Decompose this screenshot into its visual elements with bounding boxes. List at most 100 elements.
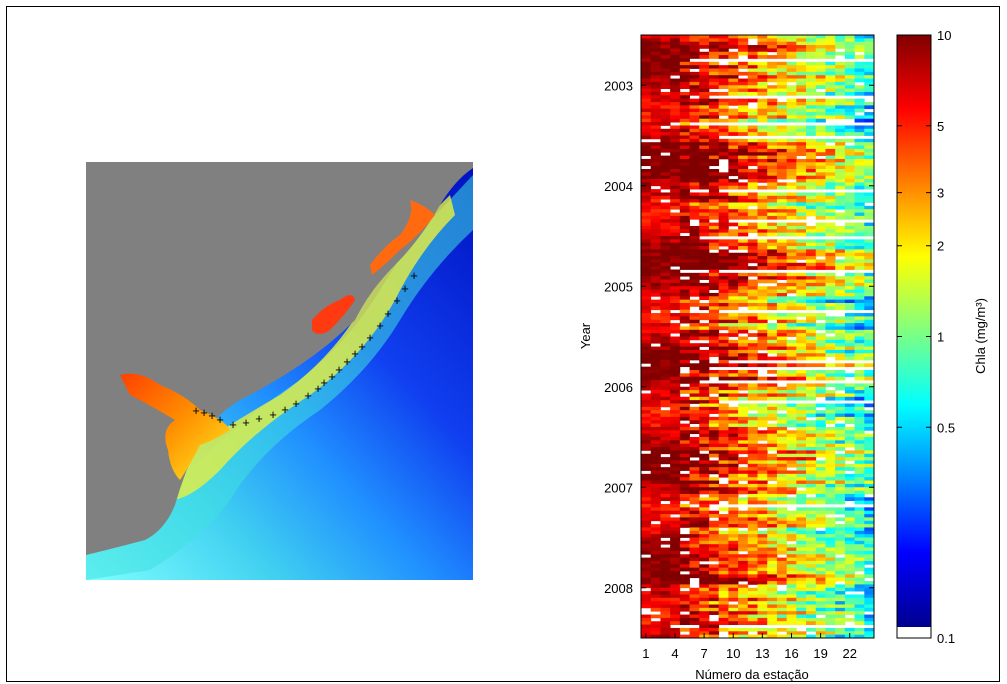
heatmap-cell xyxy=(825,229,836,234)
heatmap-cell xyxy=(854,500,865,505)
heatmap-cell xyxy=(864,473,875,478)
heatmap-cell xyxy=(815,544,826,548)
heatmap-cell xyxy=(844,323,855,327)
heatmap-cell xyxy=(854,597,865,602)
heatmap-cell xyxy=(776,339,788,344)
heatmap-cell xyxy=(776,38,788,43)
heatmap-cell xyxy=(767,195,778,200)
heatmap-cell xyxy=(747,98,758,103)
heatmap-cell xyxy=(747,473,758,478)
heatmap-cell xyxy=(660,192,671,197)
heatmap-cell xyxy=(670,91,681,96)
heatmap-cell xyxy=(776,202,788,207)
heatmap-cell xyxy=(767,560,778,565)
heatmap-cell xyxy=(835,349,846,354)
heatmap-cell xyxy=(650,98,661,103)
heatmap-cell xyxy=(767,370,778,374)
heatmap-cell xyxy=(641,105,652,110)
heatmap-cell xyxy=(864,353,875,357)
heatmap-cell xyxy=(786,286,797,290)
heatmap-cell xyxy=(835,497,846,502)
heatmap-cell xyxy=(864,299,875,304)
heatmap-cell xyxy=(854,393,865,398)
heatmap-cell xyxy=(767,376,778,381)
heatmap-cell xyxy=(650,189,661,193)
heatmap-cell xyxy=(670,527,681,532)
heatmap-cell xyxy=(708,416,720,421)
heatmap-cell xyxy=(670,457,681,461)
heatmap-cell xyxy=(699,313,710,317)
heatmap-cell xyxy=(806,142,817,146)
heatmap-cell xyxy=(786,249,797,254)
heatmap-cell xyxy=(825,232,836,237)
heatmap-cell xyxy=(757,145,768,150)
heatmap-cell xyxy=(844,266,855,270)
heatmap-cell xyxy=(806,292,817,297)
heatmap-cell xyxy=(689,165,700,170)
heatmap-cell xyxy=(835,35,846,39)
heatmap-cell xyxy=(835,604,846,609)
heatmap-cell xyxy=(864,524,875,528)
colorbar-label: Chla (mg/m³) xyxy=(973,298,988,374)
heatmap-cell xyxy=(689,172,700,177)
heatmap-cell xyxy=(825,517,836,522)
heatmap-cell xyxy=(757,252,768,257)
heatmap-cell xyxy=(844,61,855,66)
heatmap-cell xyxy=(864,346,875,351)
heatmap-cell xyxy=(728,55,739,59)
heatmap-cell xyxy=(670,252,681,257)
heatmap-cell xyxy=(825,45,836,49)
chlorophyll-plume xyxy=(160,195,455,500)
heatmap-cell xyxy=(718,604,729,609)
heatmap-cell xyxy=(747,430,758,435)
heatmap-cell xyxy=(660,614,671,619)
heatmap-cell xyxy=(815,266,826,270)
heatmap-cell xyxy=(854,370,865,374)
heatmap-cell xyxy=(718,199,729,203)
heatmap-cell xyxy=(641,621,652,625)
heatmap-cell xyxy=(641,577,652,582)
heatmap-cell xyxy=(776,473,788,478)
heatmap-cell xyxy=(738,336,749,341)
heatmap-cell xyxy=(815,440,826,445)
heatmap-cell xyxy=(689,326,700,331)
heatmap-cell xyxy=(854,185,865,190)
heatmap-cell xyxy=(815,252,826,257)
heatmap-cell xyxy=(650,232,661,237)
heatmap-cell xyxy=(670,329,681,334)
heatmap-cell xyxy=(854,272,865,277)
heatmap-cell xyxy=(835,148,846,153)
heatmap-cell xyxy=(825,617,836,622)
heatmap-cell xyxy=(660,229,671,234)
heatmap-cell xyxy=(757,339,768,344)
heatmap-cell xyxy=(728,212,739,217)
heatmap-cell xyxy=(728,443,739,448)
heatmap-cell xyxy=(844,185,855,190)
heatmap-cell xyxy=(699,102,710,106)
heatmap-cell xyxy=(670,363,681,368)
heatmap-cell xyxy=(776,55,788,59)
heatmap-cell xyxy=(844,138,855,143)
heatmap-cell xyxy=(699,215,710,220)
heatmap-cell xyxy=(815,607,826,612)
heatmap-cell xyxy=(776,313,788,317)
heatmap-cell xyxy=(708,544,720,548)
heatmap-cell xyxy=(815,450,826,455)
heatmap-cell xyxy=(699,316,710,321)
heatmap-cell xyxy=(806,259,817,264)
heatmap-cell xyxy=(718,142,729,146)
heatmap-cell xyxy=(854,45,865,49)
heatmap-cell xyxy=(776,303,788,307)
heatmap-cell xyxy=(786,202,797,207)
heatmap-cell xyxy=(776,336,788,341)
heatmap-cell xyxy=(767,584,778,589)
heatmap-cell xyxy=(718,195,729,200)
heatmap-cell xyxy=(844,437,855,441)
heatmap-cell xyxy=(854,286,865,290)
heatmap-cell xyxy=(815,323,826,327)
heatmap-cell xyxy=(806,319,817,324)
heatmap-cell xyxy=(796,386,807,391)
heatmap-cell xyxy=(679,534,690,538)
heatmap-cell xyxy=(815,112,826,116)
